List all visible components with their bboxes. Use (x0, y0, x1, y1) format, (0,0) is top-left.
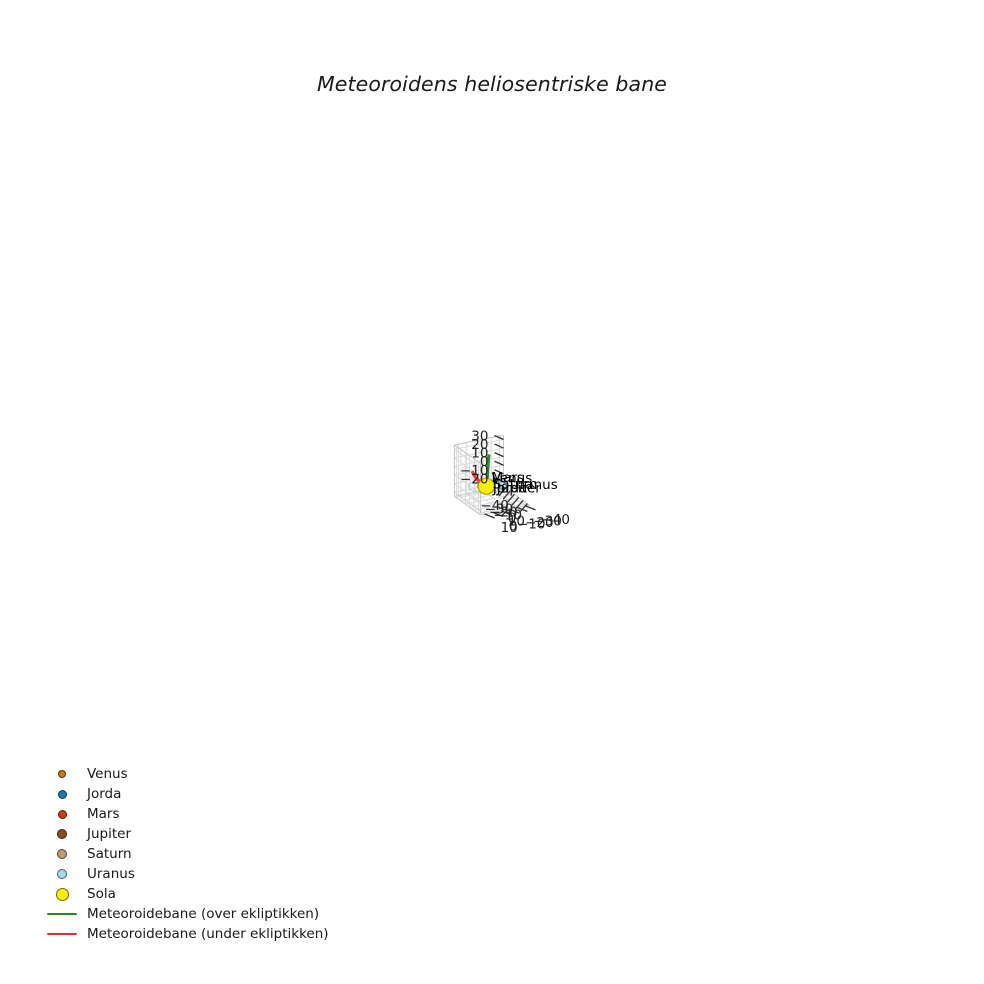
legend-item-sola[interactable]: Sola (42, 884, 342, 904)
body-markers (477, 477, 509, 495)
legend-label-bane-over: Meteoroidebane (over ekliptikken) (87, 906, 320, 922)
legend: Venus Jorda Mars Jupiter Saturn Uranus S… (42, 764, 342, 944)
legend-marker-jorda (42, 789, 82, 799)
y-tick-label: −10 (517, 517, 546, 533)
label-saturn: Saturn (493, 476, 538, 492)
x-tick-label: −30 (485, 501, 514, 517)
legend-item-mars[interactable]: Mars (42, 804, 342, 824)
y-tick-label: −20 (525, 515, 554, 531)
legend-label-jupiter: Jupiter (87, 826, 132, 842)
legend-item-jorda[interactable]: Jorda (42, 784, 342, 804)
legend-item-bane-over[interactable]: Meteoroidebane (over ekliptikken) (42, 904, 342, 924)
y-tick-label: 10 (501, 520, 518, 536)
label-venus: Venus (492, 470, 533, 486)
z-tick-label: −20 (460, 471, 489, 487)
z-tick-label: 20 (471, 437, 488, 453)
legend-item-saturn[interactable]: Saturn (42, 844, 342, 864)
y-tick-label: −40 (541, 512, 570, 528)
x-tick-label: 10 (508, 514, 525, 530)
legend-marker-venus (42, 770, 82, 778)
legend-marker-mars (42, 809, 82, 819)
legend-label-saturn: Saturn (87, 846, 132, 862)
y-tick-label: 0 (509, 518, 518, 534)
label-jupiter: Jupiter (496, 480, 541, 496)
z-tick-label: 10 (471, 446, 488, 462)
legend-marker-uranus (42, 869, 82, 879)
legend-marker-bane-over (42, 912, 82, 916)
x-tick-label: 0 (508, 510, 517, 526)
z-tick-label: 0 (480, 454, 489, 470)
axis-ticks (484, 434, 536, 519)
legend-marker-bane-under (42, 932, 82, 936)
x-tick-label: −10 (493, 507, 522, 523)
legend-label-mars: Mars (87, 806, 120, 822)
marker-uranus[interactable] (497, 478, 509, 490)
legend-marker-sola (42, 887, 82, 901)
legend-label-jorda: Jorda (87, 786, 122, 802)
y-tick-label: −30 (533, 513, 562, 529)
label-mars: Mars (491, 470, 524, 486)
legend-item-bane-under[interactable]: Meteoroidebane (under ekliptikken) (42, 924, 342, 944)
legend-marker-jupiter (42, 829, 82, 839)
z-tick-label: 30 (471, 428, 488, 444)
legend-label-bane-under: Meteoroidebane (under ekliptikken) (87, 926, 329, 942)
x-tick-label: −40 (480, 498, 509, 514)
legend-label-venus: Venus (87, 766, 128, 782)
marker-sola[interactable] (477, 477, 495, 495)
x-tick-label: −20 (489, 504, 518, 520)
z-tick-label: −10 (460, 463, 489, 479)
legend-item-jupiter[interactable]: Jupiter (42, 824, 342, 844)
legend-marker-saturn (42, 849, 82, 859)
label-uranus: Uranus (510, 477, 558, 493)
legend-item-venus[interactable]: Venus (42, 764, 342, 784)
legend-item-uranus[interactable]: Uranus (42, 864, 342, 884)
legend-label-sola: Sola (87, 886, 116, 902)
legend-label-uranus: Uranus (87, 866, 135, 882)
page-title: Meteoroidens heliosentriske bane (316, 72, 668, 96)
label-jorda: Jorda (492, 480, 527, 496)
